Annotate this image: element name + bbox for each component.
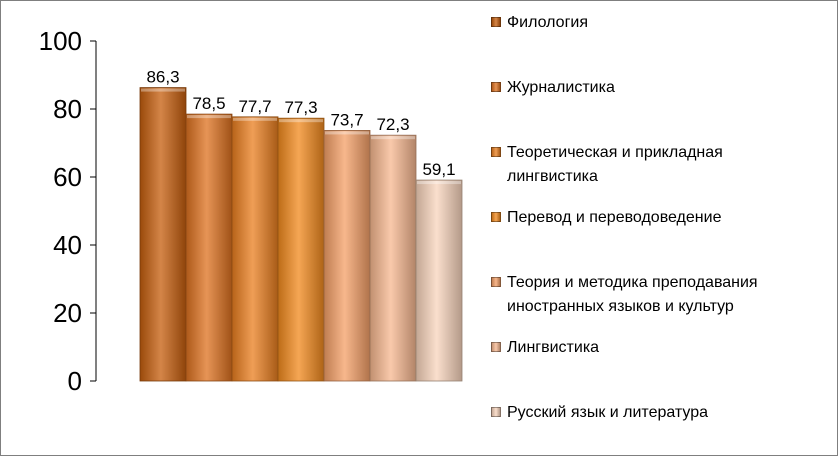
data-label: 77,7 (238, 97, 271, 116)
bar-1 (139, 87, 187, 382)
legend-item: Лингвистика (491, 336, 831, 360)
y-axis-ticks: 0 20 40 60 80 100 (39, 26, 96, 396)
legend-label: Теория и методика преподавания иностранн… (507, 274, 758, 315)
bar-2 (185, 113, 233, 382)
legend-item: Теоретическая и прикладная лингвистика (491, 141, 831, 189)
y-tick-label: 0 (68, 366, 82, 396)
data-label: 77,3 (284, 98, 317, 117)
legend-swatch (491, 82, 501, 92)
y-tick-label: 80 (53, 94, 82, 124)
bar-highlight (371, 136, 415, 140)
bar-3 (231, 116, 279, 382)
legend-swatch (491, 17, 501, 27)
bar-highlight (417, 181, 461, 185)
bar-highlight (325, 131, 369, 135)
legend-swatch (491, 277, 501, 287)
data-labels-group: 86,3 78,5 77,7 77,3 73,7 72,3 59,1 (146, 68, 455, 179)
legend-label: Теоретическая и прикладная лингвистика (507, 144, 723, 185)
bar-highlight (279, 119, 323, 123)
data-label: 59,1 (422, 160, 455, 179)
y-tick-label: 100 (39, 26, 82, 56)
data-label: 72,3 (376, 115, 409, 134)
legend-label: Журналистика (507, 79, 615, 96)
legend-label: Русский язык и литература (507, 404, 709, 421)
y-tick-label: 60 (53, 162, 82, 192)
bars-group (139, 87, 463, 382)
y-tick-label: 40 (53, 230, 82, 260)
legend-swatch (491, 407, 501, 417)
bar-highlight (233, 117, 277, 121)
legend-item: Русский язык и литература (491, 401, 831, 425)
bar-4 (277, 117, 325, 382)
bar-6 (369, 134, 417, 382)
legend-item: Филология (491, 11, 831, 35)
data-label: 78,5 (192, 94, 225, 113)
legend-swatch (491, 147, 501, 157)
legend-swatch (491, 212, 501, 222)
legend-swatch (491, 342, 501, 352)
legend-item: Журналистика (491, 76, 831, 100)
y-tick-label: 20 (53, 298, 82, 328)
data-label: 73,7 (330, 110, 363, 129)
data-label: 86,3 (146, 68, 179, 87)
legend-item: Теория и методика преподавания иностранн… (491, 271, 831, 319)
legend: Филология Журналистика Теоретическая и при… (491, 1, 831, 455)
bar-highlight (187, 115, 231, 119)
legend-label: Лингвистика (507, 339, 600, 356)
bar-highlight (141, 88, 185, 92)
legend-item: Перевод и переводоведение (491, 206, 831, 230)
legend-label: Перевод и переводоведение (507, 209, 722, 226)
bar-7 (415, 179, 463, 382)
bar-5 (323, 130, 371, 382)
legend-label: Филология (507, 14, 589, 31)
